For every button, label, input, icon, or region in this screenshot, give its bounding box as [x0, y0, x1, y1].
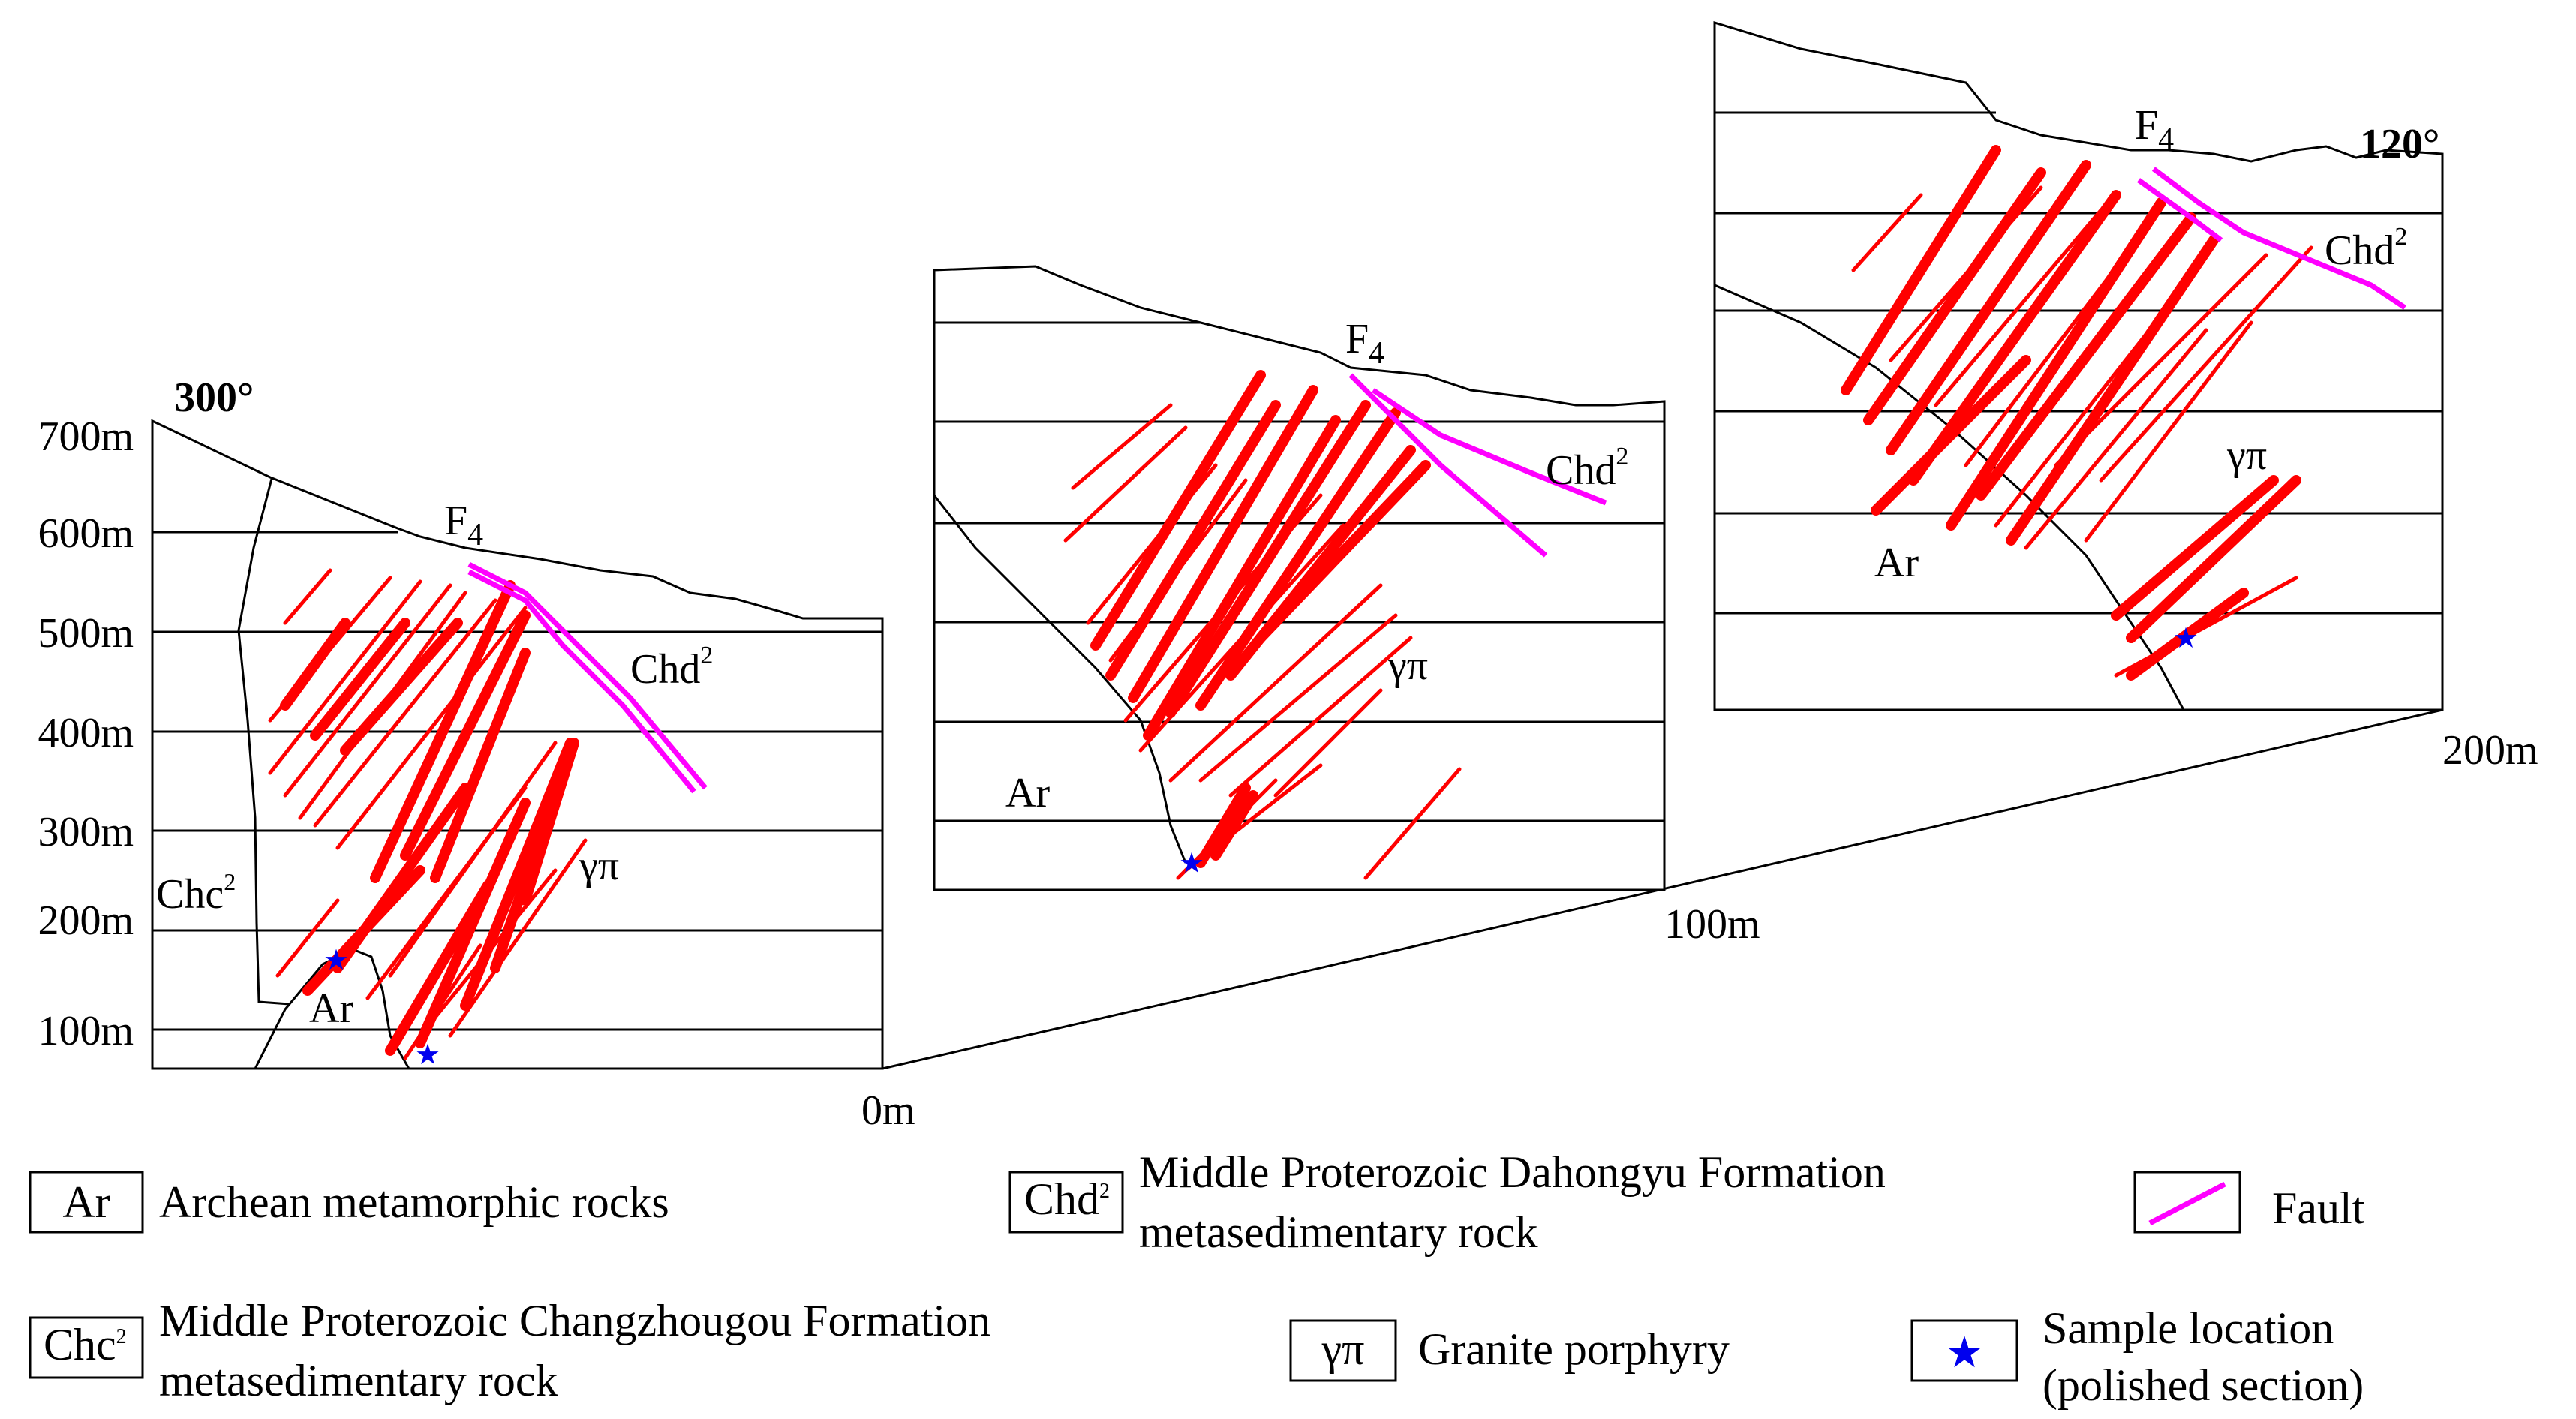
section-middle-thick-veins — [1090, 370, 1431, 868]
legend-sample-label-line2: (polished section) — [2042, 1360, 2364, 1410]
section-left-chc-contact — [237, 478, 290, 1006]
elevation-tick-700: 700m — [38, 413, 134, 460]
legend: Ar Archean metamorphic rocks Chd2 Middle… — [29, 1147, 2365, 1410]
elevation-tick-200: 200m — [38, 897, 134, 944]
legend-ar-label: Archean metamorphic rocks — [159, 1177, 669, 1227]
elevation-axis: 700m 600m 500m 400m 300m 200m 100m — [38, 413, 134, 1054]
elevation-tick-300: 300m — [38, 809, 134, 855]
section-middle-fault-label: F4 — [1345, 316, 1384, 371]
legend-gp-symbol: γπ — [1321, 1324, 1365, 1374]
legend-chd-label-line2: metasedimentary rock — [1139, 1207, 1537, 1257]
section-right-azimuth: 120° — [2360, 121, 2439, 167]
section-left-chd-label: Chd2 — [630, 642, 713, 693]
legend-sample-box — [1910, 1319, 2018, 1382]
legend-chd-label-line1: Middle Proterozoic Dahongyu Formation — [1139, 1147, 1886, 1197]
section-left-azimuth: 300° — [174, 374, 254, 421]
section-right-sample-star: ★ — [2173, 623, 2199, 654]
legend-chd-symbol: Chd2 — [1024, 1174, 1110, 1224]
distance-tick-0m: 0m — [861, 1087, 915, 1134]
legend-sample-label-line1: Sample location — [2042, 1303, 2334, 1353]
section-left-thick-veins — [280, 580, 579, 1056]
legend-star-icon: ★ — [1945, 1328, 1984, 1377]
section-left-fault-label: F4 — [444, 498, 483, 552]
section-middle-sample-star: ★ — [1179, 848, 1204, 879]
section-right-chd-label: Chd2 — [2325, 223, 2407, 274]
section-right-gp-label: γπ — [2226, 432, 2267, 479]
distance-tick-100m: 100m — [1664, 901, 1760, 948]
legend-ar-box — [29, 1171, 144, 1234]
section-left-fault — [467, 561, 708, 794]
section-right: ★ 120° F4 Chd2 γπ Ar — [1713, 20, 2444, 711]
elevation-tick-600: 600m — [38, 510, 134, 557]
legend-gp-box — [1289, 1319, 1397, 1382]
section-left-sample-star-2: ★ — [415, 1039, 440, 1071]
section-right-thick-veins — [1841, 145, 2301, 681]
legend-fault-label: Fault — [2272, 1183, 2365, 1233]
legend-chc-label-line1: Middle Proterozoic Changzhougou Formatio… — [159, 1296, 990, 1345]
elevation-tick-100: 100m — [38, 1008, 134, 1054]
section-middle: ★ F4 Chd2 γπ Ar — [933, 265, 1666, 891]
legend-gp-label: Granite porphyry — [1418, 1324, 1730, 1374]
section-left-sample-star-1: ★ — [323, 945, 349, 976]
legend-fault-line — [2148, 1181, 2226, 1226]
section-right-ar-contact — [1714, 284, 2185, 711]
section-right-gridlines — [1715, 111, 2442, 615]
section-right-ar-label: Ar — [1874, 540, 1919, 586]
distance-tick-200m: 200m — [2442, 727, 2538, 774]
elevation-tick-500: 500m — [38, 610, 134, 657]
elevation-tick-400: 400m — [38, 710, 134, 756]
legend-chc-symbol: Chc2 — [44, 1320, 127, 1369]
legend-chc-label-line2: metasedimentary rock — [159, 1356, 558, 1405]
section-middle-gp-label: γπ — [1387, 642, 1428, 689]
section-left-ar-label: Ar — [309, 985, 353, 1032]
section-left-ar-body — [254, 948, 410, 1069]
section-right-fault-label: F4 — [2135, 102, 2174, 157]
legend-ar-symbol: Ar — [62, 1177, 110, 1227]
legend-chd-box — [1008, 1171, 1124, 1234]
section-left-chc-label: Chc2 — [156, 868, 236, 918]
section-middle-ar-contact — [933, 495, 1187, 864]
legend-chc-box — [29, 1316, 144, 1379]
section-middle-ar-label: Ar — [1005, 770, 1050, 816]
section-middle-fault — [1348, 373, 1607, 558]
section-right-fault — [2136, 167, 2406, 310]
section-left: ★ ★ 300° F4 Chd2 γπ Ar Chc2 — [151, 374, 884, 1071]
section-left-gp-label: γπ — [579, 843, 619, 889]
section-middle-chd-label: Chd2 — [1546, 443, 1628, 494]
